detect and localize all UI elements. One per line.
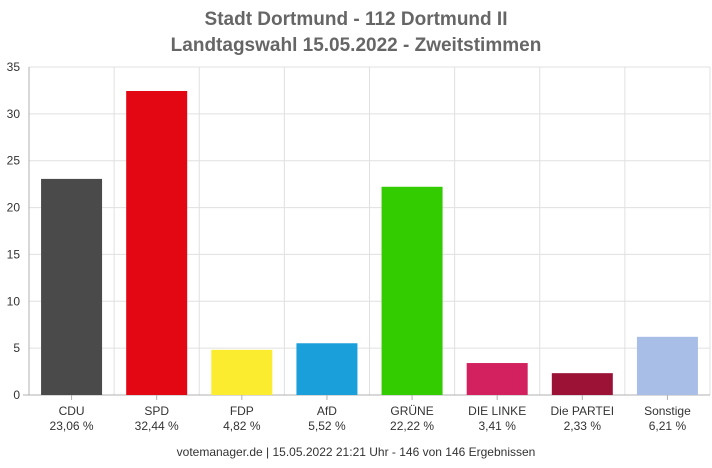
x-tick-label: FDP (230, 404, 254, 418)
bar-cdu (41, 178, 103, 395)
chart-title: Stadt Dortmund - 112 Dortmund II (204, 9, 508, 30)
x-tick-label: AfD (317, 404, 337, 418)
x-tick-label: GRÜNE (390, 404, 433, 418)
bar-die-linke (466, 363, 528, 395)
bar-spd (126, 90, 188, 396)
y-tick-label: 5 (13, 341, 20, 355)
x-tick-label: Sonstige (644, 404, 691, 418)
chart-subtitle: Landtagswahl 15.05.2022 - Zweitstimmen (170, 35, 542, 56)
bar-sonstige (636, 336, 698, 395)
x-value-label: 6,21 % (649, 419, 687, 433)
bar-afd (296, 343, 358, 395)
bar-fdp (211, 349, 273, 395)
y-tick-label: 15 (7, 247, 21, 261)
x-value-label: 2,33 % (564, 419, 602, 433)
y-tick-label: 30 (7, 107, 21, 121)
x-tick-label: CDU (59, 404, 85, 418)
y-tick-label: 25 (7, 154, 21, 168)
x-value-label: 3,41 % (479, 419, 517, 433)
bar-grüne (381, 186, 443, 395)
x-value-label: 22,22 % (390, 419, 434, 433)
x-value-label: 23,06 % (50, 419, 94, 433)
x-value-label: 4,82 % (223, 419, 261, 433)
x-tick-label: Die PARTEI (551, 404, 615, 418)
footer-source: votemanager.de | 15.05.2022 21:21 Uhr - … (176, 445, 536, 459)
x-value-label: 5,52 % (308, 419, 346, 433)
x-tick-label: SPD (144, 404, 169, 418)
y-tick-label: 35 (7, 60, 21, 74)
x-value-label: 32,44 % (135, 419, 179, 433)
y-tick-label: 0 (13, 388, 20, 402)
y-tick-label: 20 (7, 201, 21, 215)
y-tick-label: 10 (7, 294, 21, 308)
bar-die-partei (551, 373, 613, 395)
x-tick-label: DIE LINKE (468, 404, 526, 418)
